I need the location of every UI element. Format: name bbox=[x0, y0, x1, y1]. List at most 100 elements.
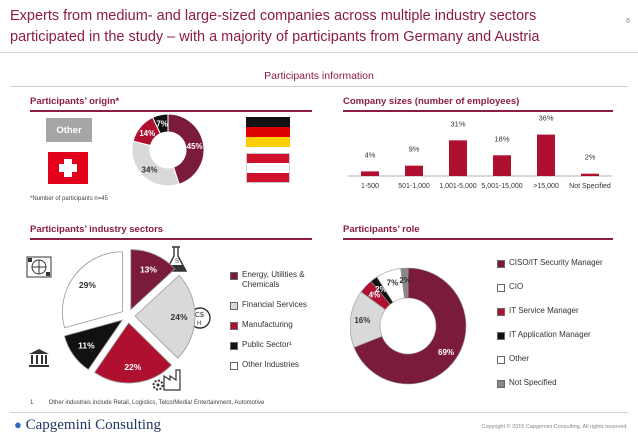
industry-legend-item-1: Financial Services bbox=[230, 300, 320, 310]
role-legend-item-5: Not Specified bbox=[497, 378, 627, 388]
company-size-value-2: 31% bbox=[450, 119, 465, 128]
svg-text:$: $ bbox=[200, 312, 204, 319]
logo-text: Capgemini Consulting bbox=[25, 417, 162, 433]
company-size-category-3: 5,001-15,000 bbox=[481, 183, 522, 190]
industry-label-4: 29% bbox=[79, 280, 96, 290]
role-label-4: 7% bbox=[387, 279, 399, 288]
origin-label-0: 45% bbox=[187, 142, 203, 151]
role-legend-swatch-4 bbox=[497, 356, 505, 364]
industry-label-3: 11% bbox=[78, 341, 95, 351]
role-legend-swatch-5 bbox=[497, 380, 505, 388]
role-title: Participants’ role bbox=[343, 224, 420, 235]
role-slice-0 bbox=[353, 267, 467, 385]
footer-divider bbox=[10, 412, 628, 413]
company-size-category-5: Not Specified bbox=[569, 183, 611, 190]
capgemini-logo: ● Capgemini Consulting bbox=[14, 417, 162, 433]
factory-gears-icon bbox=[152, 369, 181, 391]
company-sizes-title: Company sizes (number of employees) bbox=[343, 96, 520, 107]
industry-label-2: 22% bbox=[124, 362, 141, 372]
role-label-5: 2% bbox=[399, 276, 411, 285]
other-origin-box: Other bbox=[46, 118, 92, 142]
industry-exploded-pie-chart: 13% 24% 22% 11% 29% bbox=[62, 249, 196, 384]
industry-legend-item-3: Public Sector¹ bbox=[230, 340, 320, 350]
switzerland-flag bbox=[48, 152, 88, 184]
industry-legend-label-4: Other Industries bbox=[242, 360, 299, 369]
role-legend-label-1: CIO bbox=[509, 282, 524, 291]
company-size-value-4: 36% bbox=[538, 114, 553, 123]
headline-line-1: Experts from medium- and large-sized com… bbox=[10, 8, 537, 24]
role-legend: CISO/IT Security Manager CIO IT Service Ma… bbox=[497, 258, 627, 402]
industry-legend-label-0: Energy, Utilities & Chemicals bbox=[242, 270, 305, 289]
industry-legend-item-2: Manufacturing bbox=[230, 320, 320, 330]
origin-label-1: 34% bbox=[142, 166, 158, 175]
role-legend-swatch-1 bbox=[497, 284, 505, 292]
header-divider bbox=[0, 52, 638, 53]
industry-slice-3 bbox=[63, 319, 124, 371]
company-size-value-5: 2% bbox=[585, 153, 596, 162]
industry-legend-swatch-1 bbox=[230, 302, 238, 310]
company-size-bar-0 bbox=[361, 171, 379, 176]
industry-label-0: 13% bbox=[140, 264, 157, 274]
headline-line-2: participated in the study – with a major… bbox=[10, 29, 540, 45]
company-size-bar-4 bbox=[537, 134, 555, 176]
role-legend-label-4: Other bbox=[509, 354, 530, 363]
industry-legend-swatch-0 bbox=[230, 272, 238, 280]
industry-slice-0 bbox=[130, 249, 176, 311]
germany-flag bbox=[246, 117, 290, 147]
role-legend-label-5: Not Specified bbox=[509, 378, 557, 387]
company-size-bar-3 bbox=[493, 155, 511, 176]
role-legend-item-2: IT Service Manager bbox=[497, 306, 627, 316]
industry-legend-item-4: Other Industries bbox=[230, 360, 320, 370]
origin-slice-3 bbox=[152, 113, 169, 135]
page-number: 6 bbox=[626, 18, 630, 25]
section-divider bbox=[10, 86, 628, 87]
company-size-category-0: 1-500 bbox=[361, 183, 379, 190]
industry-legend-label-2: Manufacturing bbox=[242, 320, 293, 329]
svg-text:S: S bbox=[175, 259, 179, 265]
origin-donut-chart: 45% 34% 14%7% bbox=[131, 113, 205, 187]
company-size-value-1: 9% bbox=[409, 145, 420, 154]
industry-legend-label-3: Public Sector¹ bbox=[242, 340, 292, 349]
role-label-0: 69% bbox=[438, 348, 454, 357]
role-legend-label-2: IT Service Manager bbox=[509, 306, 579, 315]
origin-slice-1 bbox=[131, 140, 180, 187]
company-size-category-1: 501-1,000 bbox=[398, 183, 430, 190]
company-size-value-3: 18% bbox=[494, 134, 509, 143]
role-title-rule bbox=[343, 238, 613, 240]
industry-legend-item-0: Energy, Utilities & Chemicals bbox=[230, 270, 320, 290]
role-legend-swatch-3 bbox=[497, 332, 505, 340]
role-label-1: 16% bbox=[354, 316, 370, 325]
other-origin-label: Other bbox=[56, 124, 82, 136]
austria-flag bbox=[246, 153, 290, 183]
government-building-icon bbox=[29, 349, 49, 367]
role-legend-label-0: CISO/IT Security Manager bbox=[509, 258, 603, 267]
role-legend-swatch-0 bbox=[497, 260, 505, 268]
copyright-text: Copyright © 2015 Capgemini Consulting. A… bbox=[481, 424, 628, 430]
industry-label-1: 24% bbox=[170, 312, 187, 322]
industry-slice-2 bbox=[94, 322, 172, 384]
role-legend-item-4: Other bbox=[497, 354, 627, 364]
page-headline: Experts from medium- and large-sized com… bbox=[10, 6, 610, 48]
industry-slice-4 bbox=[62, 251, 123, 329]
role-legend-item-0: CISO/IT Security Manager bbox=[497, 258, 627, 268]
svg-text:C: C bbox=[195, 312, 200, 319]
role-legend-swatch-2 bbox=[497, 308, 505, 316]
origin-footnote: *Number of participants n=45 bbox=[30, 196, 108, 202]
globe-network-icon bbox=[26, 256, 52, 278]
origin-title: Participants’ origin* bbox=[30, 96, 120, 107]
company-size-bar-2 bbox=[449, 140, 467, 176]
industry-legend-swatch-2 bbox=[230, 322, 238, 330]
company-size-bar-5 bbox=[581, 173, 599, 176]
role-label-3: 2% bbox=[375, 285, 387, 294]
origin-slice-0 bbox=[167, 113, 205, 185]
company-sizes-bar-chart: 4% 1-500 9% 501-1,000 31% 1,001-5,000 18% 5,001… bbox=[348, 114, 612, 190]
industry-legend-swatch-3 bbox=[230, 342, 238, 350]
role-label-2: 4% bbox=[369, 291, 381, 300]
industry-legend: Energy, Utilities & Chemicals Financial Se… bbox=[230, 270, 320, 380]
company-size-category-4: >15,000 bbox=[533, 183, 559, 190]
company-size-bar-1 bbox=[405, 165, 423, 176]
origin-label-2: 14% bbox=[139, 129, 155, 138]
industry-footnote: 1 Other industries include Retail, Logis… bbox=[30, 400, 264, 406]
industry-legend-swatch-4 bbox=[230, 362, 238, 370]
role-slice-5 bbox=[400, 267, 409, 299]
